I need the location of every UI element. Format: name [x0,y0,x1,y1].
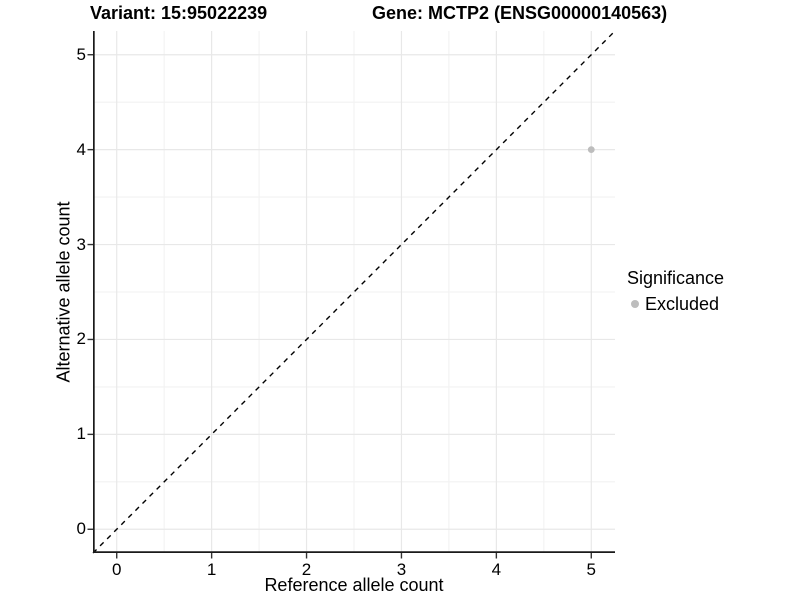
x-tick-label: 0 [111,560,122,579]
x-tick-label: 2 [301,560,312,579]
y-tick-label: 2 [76,329,86,349]
legend-item-label: Excluded [645,293,720,314]
plot-panel [87,30,616,559]
x-tick-label: 4 [491,560,502,579]
legend-item-excluded: Excluded [627,293,724,315]
x-tick-label: 1 [206,560,217,579]
legend-point-icon [631,300,639,308]
y-tick-label: 0 [76,519,86,539]
y-tick-label: 1 [76,424,86,444]
gene-title: Gene: MCTP2 (ENSG00000140563) [372,3,668,23]
x-tick-label: 5 [586,560,596,579]
identity-dashed-line [92,30,616,554]
legend: Significance Excluded [627,268,724,315]
y-tick-label: 3 [76,234,86,254]
y-tick-label: 4 [76,139,86,159]
y-axis-label: Alternative allele count [53,201,74,383]
legend-items: Excluded [627,293,724,315]
data-point-excluded [587,146,595,154]
legend-title: Significance [627,268,725,288]
x-tick-label: 3 [396,560,407,579]
x-axis-label: Reference allele count [264,575,444,595]
variant-title: Variant: 15:95022239 [90,3,268,23]
y-tick-label: 5 [76,44,86,64]
